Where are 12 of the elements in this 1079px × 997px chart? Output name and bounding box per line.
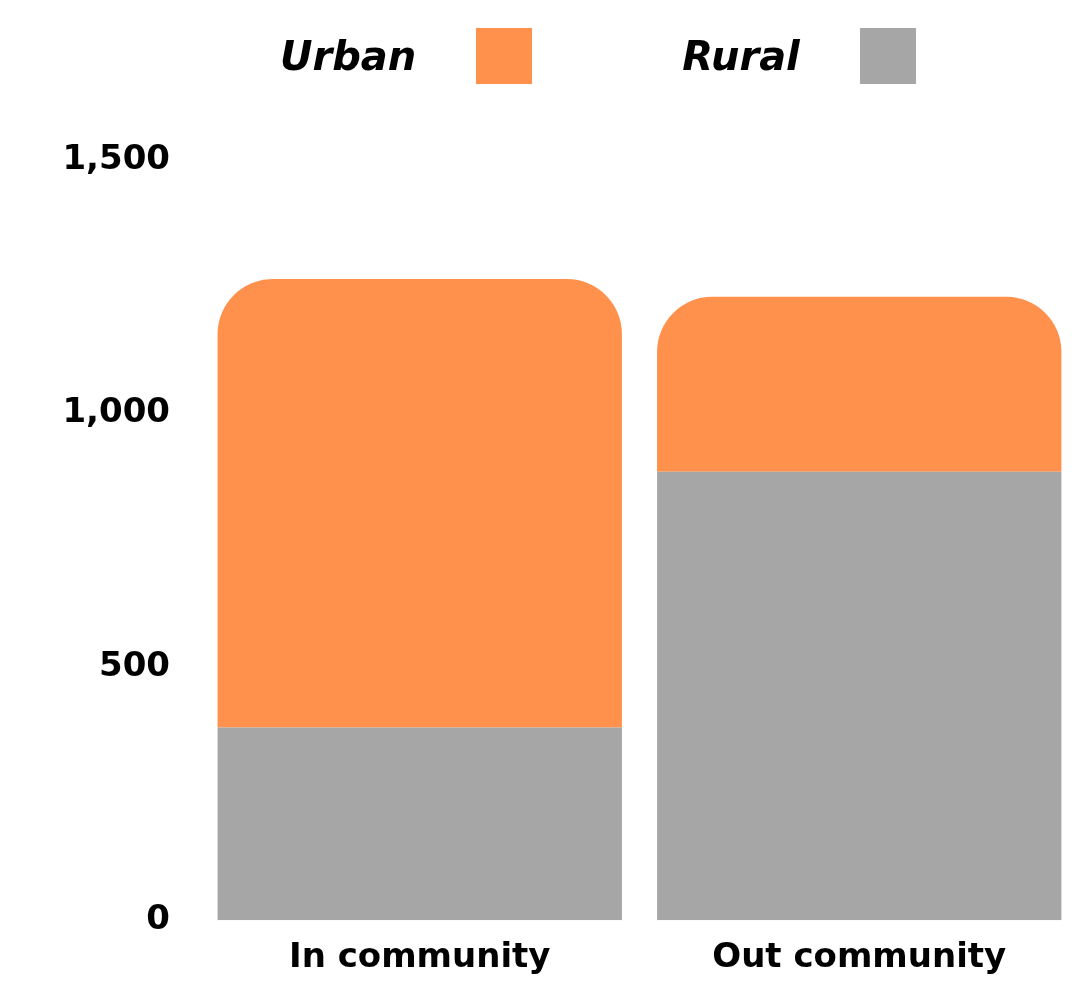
y-tick-label: 500 bbox=[99, 643, 170, 684]
legend-label: Urban bbox=[280, 33, 417, 79]
y-tick-label: 0 bbox=[146, 897, 170, 938]
legend-label: Rural bbox=[682, 33, 800, 79]
y-tick-label: 1,000 bbox=[62, 390, 170, 431]
x-tick-label: Out community bbox=[712, 935, 1007, 976]
x-tick-label: In community bbox=[288, 935, 551, 976]
bar bbox=[217, 279, 622, 728]
bar bbox=[657, 296, 1062, 472]
bar bbox=[217, 727, 622, 921]
bar bbox=[657, 471, 1062, 921]
y-tick-label: 1,500 bbox=[62, 136, 170, 177]
